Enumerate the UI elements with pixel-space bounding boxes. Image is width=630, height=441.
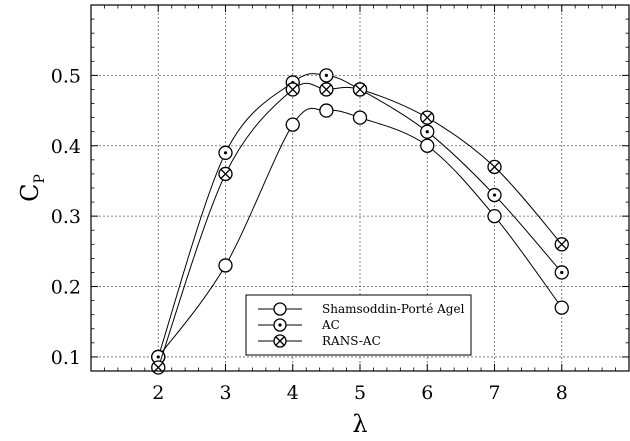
data-point — [151, 360, 166, 375]
x-tick-label: 6 — [421, 382, 433, 404]
data-point — [487, 159, 502, 175]
legend-entry: Shamsoddin-Porté Agel — [258, 302, 465, 316]
data-point — [352, 110, 368, 125]
y-tick-label: 0.4 — [51, 136, 81, 158]
legend: Shamsoddin-Porté Agel AC RANS-AC — [245, 294, 472, 356]
plot-frame — [90, 4, 630, 372]
x-tick-label: 4 — [287, 382, 299, 404]
y-axis-title-main: C — [16, 184, 44, 202]
legend-marker — [273, 302, 287, 316]
data-point — [420, 110, 435, 125]
y-axis-title: CP — [16, 174, 48, 202]
data-point — [285, 117, 300, 132]
data-point — [554, 237, 569, 252]
data-point — [352, 82, 368, 97]
data-point — [554, 265, 569, 280]
x-tick-label: 8 — [556, 382, 568, 404]
legend-label: Shamsoddin-Porté Agel — [322, 302, 465, 316]
data-point — [319, 68, 334, 83]
x-axis-title: λ — [352, 410, 367, 438]
data-point — [218, 145, 233, 160]
data-point — [218, 166, 233, 182]
legend-label: AC — [321, 318, 340, 332]
data-point — [151, 349, 166, 365]
legend-entry: RANS-AC — [258, 334, 381, 348]
y-tick-label: 0.1 — [51, 347, 81, 369]
x-tick-label: 5 — [354, 382, 366, 404]
series-group — [151, 68, 569, 375]
tick-labels: 2 3 4 5 6 7 8 0.1 0.2 0.3 0.4 0.5 — [51, 65, 568, 404]
x-tick-label: 7 — [488, 382, 500, 404]
data-point — [285, 82, 300, 97]
data-point — [218, 258, 233, 273]
y-tick-label: 0.2 — [51, 277, 81, 299]
legend-label: RANS-AC — [322, 334, 381, 348]
data-point — [487, 209, 502, 224]
data-point — [420, 138, 435, 153]
y-tick-label: 0.5 — [51, 65, 81, 87]
x-tick-label: 3 — [219, 382, 231, 404]
legend-marker — [273, 318, 287, 332]
data-point — [319, 82, 334, 97]
data-point — [319, 103, 334, 118]
data-point — [554, 300, 569, 315]
y-tick-label: 0.3 — [51, 206, 81, 228]
legend-marker — [273, 334, 287, 348]
series-2 — [151, 82, 569, 375]
legend-entry: AC — [258, 318, 340, 332]
x-tick-label: 2 — [152, 382, 164, 404]
y-axis-title-subscript: P — [32, 174, 48, 183]
data-point — [420, 124, 435, 139]
data-point — [487, 187, 502, 203]
